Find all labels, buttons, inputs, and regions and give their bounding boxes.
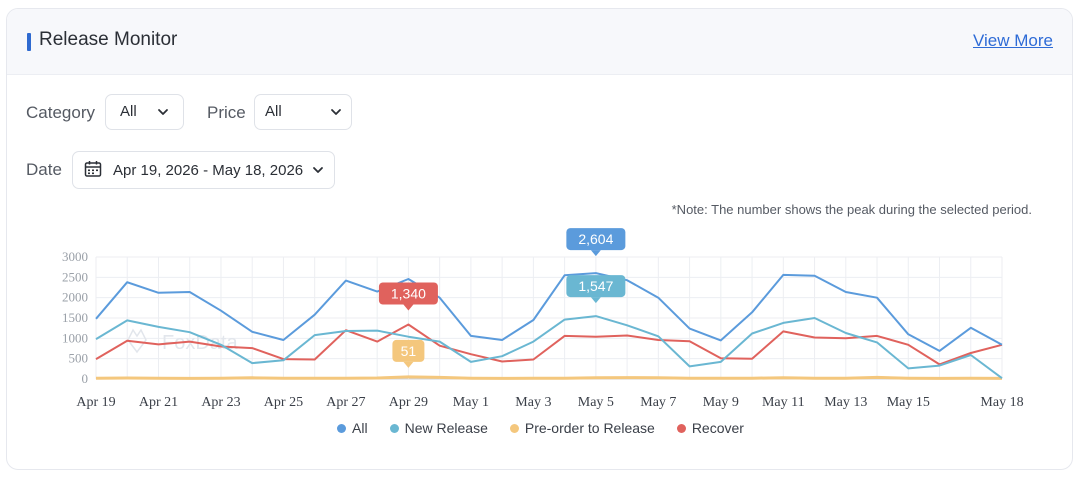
series-line-recover bbox=[95, 323, 1003, 366]
x-tick-label: May 18 bbox=[980, 395, 1023, 410]
category-select[interactable]: All bbox=[105, 94, 184, 130]
y-axis: 0 500 1000 1500 2000 2500 3000 bbox=[62, 249, 88, 386]
price-label: Price bbox=[207, 103, 246, 122]
x-tick-label: Apr 25 bbox=[264, 395, 303, 410]
chevron-down-icon bbox=[331, 109, 341, 115]
date-label: Date bbox=[26, 160, 62, 179]
category-select-value: All bbox=[120, 103, 137, 120]
peak-callout-pointer bbox=[403, 361, 414, 368]
y-tick-label: 3000 bbox=[62, 249, 88, 264]
date-range-picker[interactable]: Apr 19, 2026 - May 18, 2026 bbox=[72, 151, 335, 189]
peak-callout-box bbox=[566, 228, 626, 251]
chevron-down-icon bbox=[158, 109, 168, 115]
legend-dot bbox=[509, 423, 519, 433]
chart-legend: All New Release Pre-order to Release Recove… bbox=[0, 420, 1081, 436]
x-tick-label: May 3 bbox=[515, 395, 551, 410]
legend-label: Recover bbox=[691, 420, 744, 436]
price-select-value: All bbox=[265, 103, 282, 120]
x-tick-label: Apr 27 bbox=[326, 395, 365, 410]
peak-callout-box bbox=[566, 275, 626, 298]
x-axis: Apr 19 Apr 21 Apr 23 Apr 25 Apr 27 Apr 29 May … bbox=[76, 395, 1023, 410]
peak-callout-box bbox=[392, 339, 425, 362]
peak-callout-recover: 1,340 bbox=[378, 282, 438, 311]
peak-callout-label: 51 bbox=[401, 343, 417, 359]
legend-dot bbox=[676, 423, 686, 433]
peak-callout-pointer bbox=[590, 297, 601, 304]
legend-dot bbox=[337, 423, 347, 433]
price-select[interactable]: All bbox=[254, 94, 352, 130]
x-tick-label: Apr 21 bbox=[139, 395, 178, 410]
peak-callout-pointer bbox=[403, 304, 414, 311]
chevron-down-icon bbox=[313, 167, 323, 173]
title-accent-bar bbox=[27, 33, 31, 51]
peak-callout-label: 1,547 bbox=[578, 278, 613, 294]
peak-callout-pre-order-to-release: 51 bbox=[392, 339, 425, 368]
y-tick-label: 1500 bbox=[62, 310, 88, 325]
x-tick-label: May 1 bbox=[453, 395, 489, 410]
peak-callout-label: 1,340 bbox=[391, 286, 426, 302]
legend-dot bbox=[389, 423, 399, 433]
x-tick-label: Apr 29 bbox=[389, 395, 428, 410]
x-tick-label: May 9 bbox=[703, 395, 739, 410]
x-tick-label: May 7 bbox=[640, 395, 676, 410]
category-label: Category bbox=[26, 103, 95, 122]
y-tick-label: 1000 bbox=[62, 330, 88, 345]
y-tick-label: 0 bbox=[82, 371, 89, 386]
legend-label: Pre-order to Release bbox=[524, 420, 655, 436]
x-tick-label: May 11 bbox=[762, 395, 805, 410]
series-lines bbox=[95, 272, 1003, 380]
peak-callout-box bbox=[378, 282, 438, 305]
legend-item-all[interactable]: All bbox=[337, 420, 368, 436]
peak-note: *Note: The number shows the peak during … bbox=[671, 202, 1032, 217]
y-tick-label: 2500 bbox=[62, 269, 88, 284]
x-tick-label: May 15 bbox=[887, 395, 930, 410]
peak-callout-label: 2,604 bbox=[578, 231, 613, 247]
series-line-all bbox=[95, 272, 1003, 352]
release-monitor-card: Release Monitor View More bbox=[6, 8, 1073, 470]
x-tick-label: Apr 23 bbox=[201, 395, 240, 410]
peak-callout-all: 2,604 bbox=[566, 228, 626, 257]
peak-callouts: 2,604 1,547 51 1,340 bbox=[378, 228, 626, 368]
calendar-icon bbox=[84, 161, 102, 177]
x-tick-label: Apr 19 bbox=[76, 395, 115, 410]
y-tick-label: 500 bbox=[69, 351, 89, 366]
date-range-value: Apr 19, 2026 - May 18, 2026 bbox=[113, 162, 304, 179]
legend-item-new-release[interactable]: New Release bbox=[389, 420, 488, 436]
series-line-pre-order-to-release bbox=[95, 375, 1003, 380]
x-tick-label: May 5 bbox=[578, 395, 614, 410]
card-title: Release Monitor bbox=[39, 29, 178, 50]
legend-label: New Release bbox=[404, 420, 488, 436]
x-tick-label: May 13 bbox=[824, 395, 867, 410]
legend-item-recover[interactable]: Recover bbox=[676, 420, 744, 436]
legend-label: All bbox=[352, 420, 368, 436]
view-more-link[interactable]: View More bbox=[973, 31, 1053, 50]
y-tick-label: 2000 bbox=[62, 290, 88, 305]
watermark-logo-icon bbox=[127, 328, 147, 354]
peak-callout-pointer bbox=[590, 250, 601, 257]
series-line-new-release bbox=[95, 315, 1003, 380]
legend-item-pre-order-to-release[interactable]: Pre-order to Release bbox=[509, 420, 655, 436]
card-header: Release Monitor View More bbox=[7, 9, 1072, 75]
peak-callout-new-release: 1,547 bbox=[566, 275, 626, 304]
